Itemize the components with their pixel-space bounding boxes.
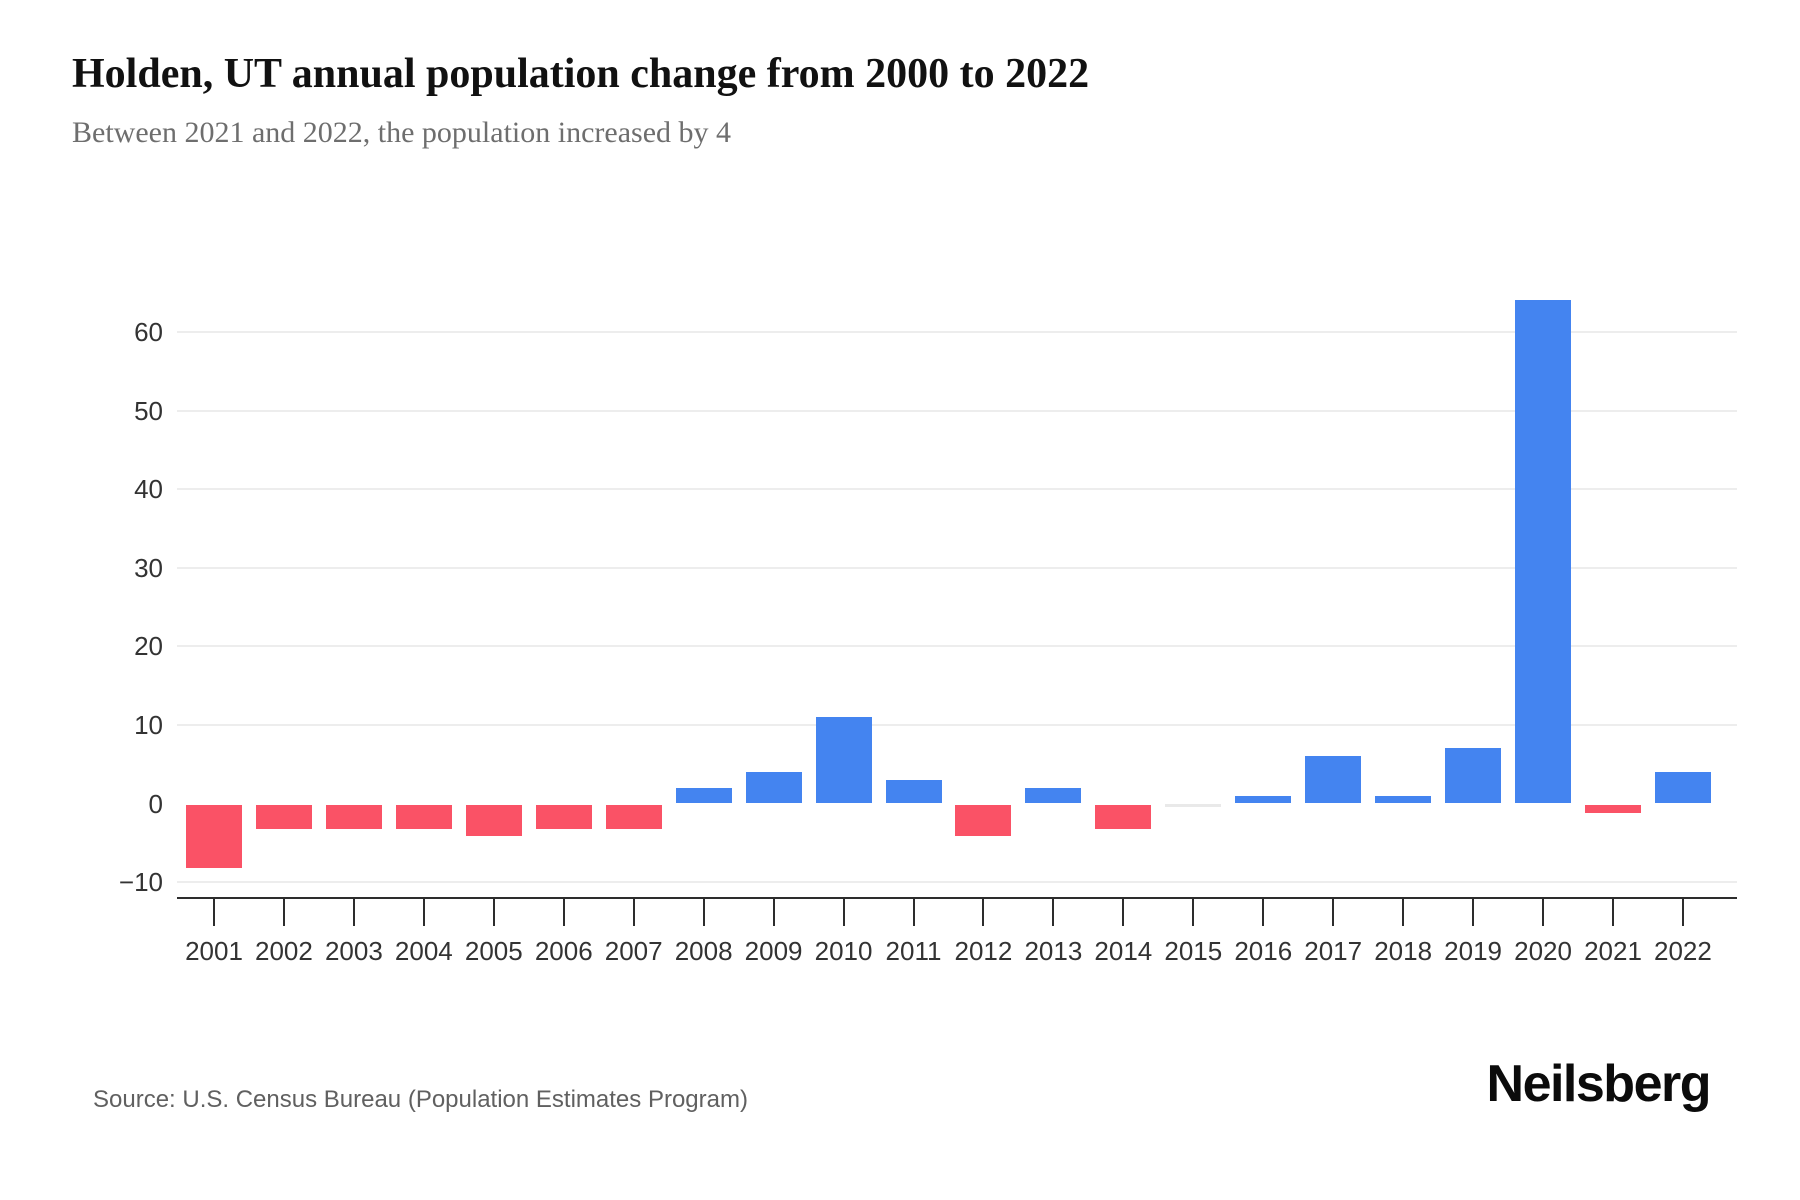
y-axis-label-60: 60: [134, 316, 163, 347]
bar-2002[interactable]: [255, 805, 312, 829]
x-axis-tick-2007: [632, 899, 635, 926]
x-axis-label-2012: 2012: [954, 936, 1013, 966]
source-note: Source: U.S. Census Bureau (Population E…: [93, 1086, 748, 1113]
x-axis-label-2001: 2001: [185, 936, 243, 966]
bar-2006[interactable]: [535, 805, 592, 829]
chart-title: Holden, UT annual population change from…: [72, 51, 1090, 97]
x-axis-label-2018: 2018: [1374, 936, 1433, 966]
y-axis-label-50: 50: [134, 395, 163, 426]
x-axis-tick-2018: [1402, 899, 1405, 926]
x-axis-label-2013: 2013: [1024, 936, 1083, 966]
bar-2009[interactable]: [745, 772, 802, 804]
gridline-y-20: [177, 645, 1737, 648]
bar-2008[interactable]: [675, 787, 732, 804]
x-axis-tick-2010: [842, 899, 845, 926]
x-axis-tick-2005: [492, 899, 495, 926]
gridline-y-50: [177, 409, 1737, 412]
x-axis-tick-2022: [1681, 899, 1684, 926]
x-axis-tick-2011: [912, 899, 915, 926]
x-axis-label-2003: 2003: [324, 936, 383, 966]
x-axis-tick-2017: [1332, 899, 1335, 926]
x-axis-tick-2008: [702, 899, 705, 926]
bar-2015[interactable]: [1165, 803, 1222, 807]
gridline-y-60: [177, 330, 1737, 333]
x-axis-label-2015: 2015: [1164, 936, 1223, 966]
x-axis-label-2022: 2022: [1654, 936, 1712, 966]
x-axis-tick-2016: [1262, 899, 1265, 926]
bar-2001[interactable]: [186, 805, 242, 868]
x-axis-tick-2009: [772, 899, 775, 926]
bar-2007[interactable]: [605, 805, 662, 829]
bar-2004[interactable]: [395, 805, 452, 829]
bar-2011[interactable]: [885, 779, 942, 804]
gridline-y-40: [177, 488, 1737, 491]
gridline-y--10: [177, 881, 1737, 884]
y-axis-label-30: 30: [134, 552, 163, 583]
x-axis-tick-2019: [1472, 899, 1475, 926]
x-axis-label-2002: 2002: [255, 936, 313, 966]
x-axis-tick-2020: [1542, 899, 1545, 926]
bar-2003[interactable]: [325, 805, 382, 829]
gridline-y-30: [177, 566, 1737, 569]
bar-2012[interactable]: [955, 805, 1012, 837]
x-axis-tick-2014: [1122, 899, 1125, 926]
bar-2005[interactable]: [465, 805, 522, 837]
gridline-y-10: [177, 723, 1737, 726]
x-axis-tick-2002: [282, 899, 285, 926]
x-axis-label-2017: 2017: [1304, 936, 1363, 966]
y-axis-label-0: 0: [148, 788, 163, 819]
bar-2020[interactable]: [1515, 300, 1572, 804]
y-axis-label-40: 40: [134, 474, 163, 505]
x-axis-label-2006: 2006: [534, 936, 593, 966]
y-axis-label-20: 20: [134, 631, 163, 662]
bar-2016[interactable]: [1235, 795, 1292, 804]
x-axis-label-2008: 2008: [674, 936, 733, 966]
x-axis-tick-2004: [422, 899, 425, 926]
x-axis-tick-2021: [1612, 899, 1614, 926]
x-axis-label-2004: 2004: [394, 936, 453, 966]
x-axis-label-2021: 2021: [1584, 936, 1642, 966]
x-axis-label-2019: 2019: [1444, 936, 1503, 966]
bar-2019[interactable]: [1445, 748, 1502, 804]
y-axis-label--10: −10: [118, 867, 163, 898]
x-axis-label-2010: 2010: [814, 936, 873, 966]
x-axis-tick-2001: [213, 899, 215, 926]
bar-2021[interactable]: [1585, 805, 1641, 813]
neilsberg-logo: Neilsberg: [1486, 1055, 1712, 1113]
x-axis-tick-2012: [982, 899, 985, 926]
x-axis-tick-2006: [562, 899, 565, 926]
x-axis-label-2007: 2007: [604, 936, 663, 966]
bar-2014[interactable]: [1095, 805, 1152, 829]
x-axis-label-2011: 2011: [885, 936, 942, 966]
bar-2013[interactable]: [1025, 787, 1082, 804]
x-axis-label-2020: 2020: [1514, 936, 1572, 966]
y-axis-label-10: 10: [134, 709, 163, 740]
bar-2018[interactable]: [1375, 795, 1432, 804]
chart-subtitle: Between 2021 and 2022, the population in…: [72, 116, 732, 149]
bar-2022[interactable]: [1654, 772, 1711, 804]
x-axis-label-2009: 2009: [744, 936, 803, 966]
x-axis-line: [177, 897, 1737, 899]
bar-2010[interactable]: [815, 717, 872, 804]
x-axis-label-2005: 2005: [464, 936, 523, 966]
x-axis-label-2016: 2016: [1234, 936, 1293, 966]
x-axis-tick-2003: [352, 899, 355, 926]
x-axis-tick-2015: [1192, 899, 1195, 926]
x-axis-tick-2013: [1052, 899, 1055, 926]
x-axis-label-2014: 2014: [1094, 936, 1153, 966]
bar-2017[interactable]: [1305, 756, 1362, 804]
